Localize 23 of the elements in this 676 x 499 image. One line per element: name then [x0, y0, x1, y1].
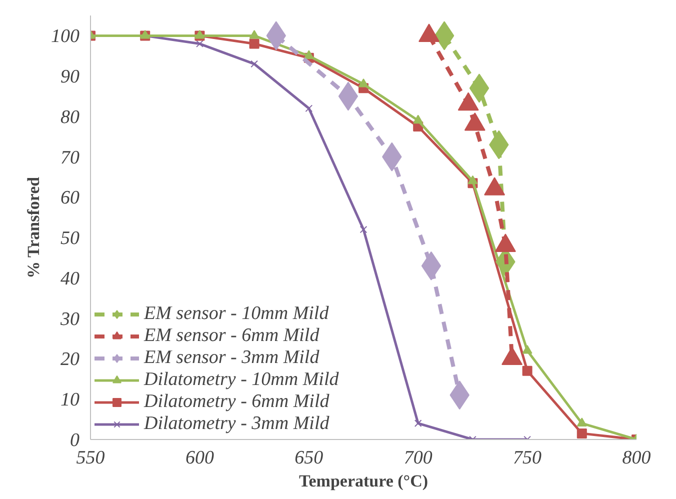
legend-label: EM sensor - 10mm Mild: [144, 303, 329, 325]
y-tick-label: 20: [60, 349, 80, 370]
y-tick-label: 100: [51, 26, 80, 48]
legend-label: Dilatometry - 3mm Mild: [144, 413, 330, 435]
y-tick-label: 90: [60, 66, 80, 88]
y-tick-label: 30: [60, 308, 80, 330]
legend-label: Dilatometry - 10mm Mild: [144, 369, 339, 391]
x-tick-label: 700: [404, 448, 433, 468]
x-tick-label: 750: [513, 448, 542, 468]
y-tick-label: 50: [60, 228, 80, 250]
legend-label: Dilatometry - 6mm Mild: [144, 391, 330, 413]
y-tick-label: 80: [60, 106, 80, 128]
legend-label: EM sensor - 3mm Mild: [144, 347, 320, 369]
y-axis-title: % Transfored: [24, 176, 43, 278]
x-tick-label: 600: [185, 448, 214, 468]
y-tick-label: 40: [60, 268, 80, 290]
y-tick-label: 60: [60, 188, 80, 209]
x-tick-label: 650: [294, 448, 324, 468]
legend-label: EM sensor - 6mm Mild: [144, 325, 320, 347]
y-tick-label: 70: [60, 147, 80, 168]
y-tick-label: 10: [60, 390, 80, 411]
x-axis-title: Temperature (°C): [298, 472, 428, 490]
x-tick-label: 800: [622, 448, 652, 468]
